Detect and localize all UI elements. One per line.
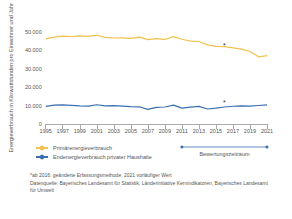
svg-text:2013: 2013 [193, 128, 205, 134]
svg-text:Energieverbrauch in Kilowattst: Energieverbrauch in Kilowattstunden pro … [8, 3, 14, 153]
svg-text:2001: 2001 [91, 128, 103, 134]
svg-text:2011: 2011 [176, 128, 188, 134]
svg-text:0: 0 [39, 121, 42, 127]
svg-text:10.000: 10.000 [25, 103, 42, 109]
svg-text:50.000: 50.000 [25, 29, 42, 35]
svg-text:1995: 1995 [40, 128, 52, 134]
svg-text:Endenergieverbrauch privater H: Endenergieverbrauch privater Haushalte [53, 154, 152, 160]
svg-text:40.000: 40.000 [25, 47, 42, 53]
svg-text:2015: 2015 [210, 128, 222, 134]
svg-text:2021: 2021 [261, 128, 273, 134]
svg-text:für Umwelt: für Umwelt [30, 187, 55, 193]
svg-text:20.000: 20.000 [25, 84, 42, 90]
svg-text:Bewertungszeitraum: Bewertungszeitraum [199, 151, 250, 157]
svg-text:*: * [223, 42, 226, 49]
svg-text:1997: 1997 [57, 128, 69, 134]
svg-text:1999: 1999 [74, 128, 86, 134]
svg-text:2003: 2003 [108, 128, 120, 134]
svg-text:2005: 2005 [125, 128, 137, 134]
svg-text:30.000: 30.000 [25, 66, 42, 72]
svg-text:2007: 2007 [142, 128, 154, 134]
svg-text:*ab 2016: geänderte Erfassungs: *ab 2016: geänderte Erfassungsmethode, 2… [30, 172, 172, 178]
svg-text:2009: 2009 [159, 128, 171, 134]
svg-text:2019: 2019 [244, 128, 256, 134]
svg-text:Datenquelle: Bayerisches Lande: Datenquelle: Bayerisches Landesamt für S… [30, 180, 269, 186]
svg-text:Primärenergieverbrauch: Primärenergieverbrauch [53, 145, 112, 151]
svg-text:*: * [223, 99, 226, 106]
svg-text:2017: 2017 [227, 128, 239, 134]
